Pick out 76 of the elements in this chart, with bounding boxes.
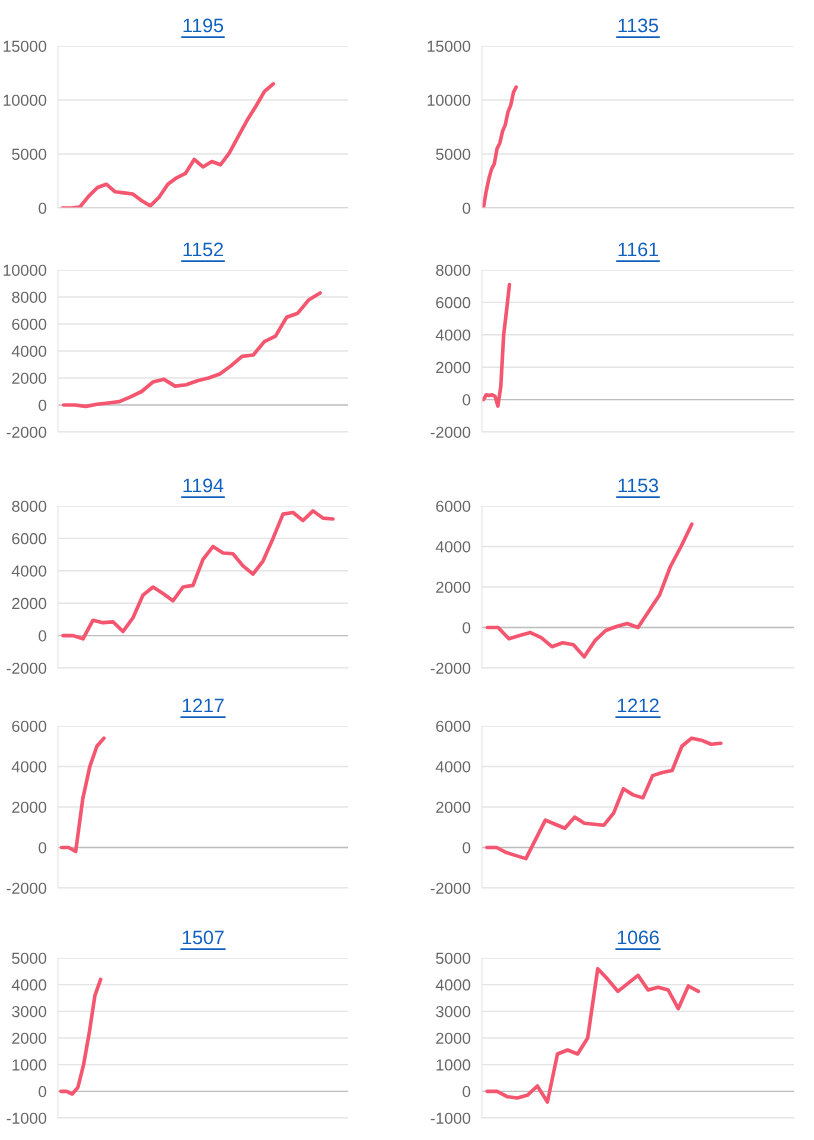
line-series [485,736,723,861]
y-tick-label: 0 [38,630,47,642]
y-tick-label: 1000 [436,1059,471,1071]
y-tick-label: 2000 [12,801,47,813]
chart-title: 1212 [617,698,659,713]
y-tick-label: -1000 [6,1112,47,1124]
y-tick-label: 3000 [11,1005,47,1018]
chart-title: 1217 [182,698,224,713]
y-tick-label: 6000 [436,720,471,732]
chart-title: 1507 [182,930,224,945]
y-tick-label: 2000 [436,581,471,593]
y-tick-label: -2000 [430,426,471,438]
line-series [482,282,512,408]
y-tick-label: 2000 [436,1032,471,1044]
y-tick-label: 8000 [12,291,47,303]
chart-title: 1135 [618,18,659,33]
y-tick-label: 8000 [12,500,47,512]
line-series [485,966,701,1104]
line-series [61,291,322,409]
y-tick-label: -2000 [6,662,47,674]
y-tick-label: 6000 [12,533,47,545]
y-tick-label: -1000 [430,1112,471,1124]
y-tick-label: 6000 [12,318,47,330]
y-tick-label: -2000 [430,662,471,674]
y-tick-label: 2000 [436,801,471,813]
y-tick-label: 4000 [11,565,47,577]
line-series [59,736,106,854]
y-tick-label: 15000 [3,40,47,52]
y-tick-label: 0 [462,394,471,406]
y-tick-label: 0 [462,842,471,854]
y-tick-label: 0 [462,1085,471,1098]
y-tick-label: 0 [38,1085,47,1098]
y-tick-label: 0 [38,842,47,854]
line-series [61,509,335,641]
line-series [485,522,694,659]
y-tick-label: 5000 [436,148,471,160]
y-tick-label: -2000 [430,882,471,894]
chart-title: 1195 [183,18,224,33]
y-tick-label: 15000 [427,40,471,52]
y-tick-label: 2000 [12,372,47,384]
y-tick-label: 6000 [12,720,47,732]
y-tick-label: 2000 [12,597,47,610]
y-tick-label: 10000 [427,94,471,106]
y-tick-label: 0 [462,202,471,214]
y-tick-label: 0 [38,399,47,411]
y-tick-label: -2000 [6,882,47,894]
y-tick-label: 8000 [436,264,471,276]
y-tick-label: 5000 [12,952,47,964]
chart-title: 1152 [183,242,223,257]
y-tick-label: 1000 [12,1059,47,1071]
y-tick-label: 6000 [436,500,471,512]
y-tick-label: 5000 [12,148,47,160]
y-tick-label: 2000 [436,361,471,374]
y-tick-label: -2000 [6,426,47,438]
y-tick-label: 10000 [3,264,47,276]
line-series [482,85,519,208]
y-tick-label: 6000 [436,297,471,309]
chart-title: 1153 [618,478,659,493]
y-tick-label: 10000 [3,94,47,106]
chart-title: 1066 [617,930,659,945]
y-tick-label: 4000 [435,329,471,341]
y-tick-label: 4000 [435,541,471,553]
y-tick-label: 4000 [435,979,471,991]
y-tick-label: 0 [462,622,471,634]
y-tick-label: 4000 [11,761,47,773]
y-tick-label: 4000 [11,345,47,357]
y-tick-label: 3000 [435,1005,471,1018]
chart-title: 1194 [183,478,224,493]
chart-title: 1161 [618,242,658,257]
y-tick-label: 4000 [435,761,471,773]
y-tick-label: 0 [38,202,47,214]
line-series [59,977,103,1096]
y-tick-label: 2000 [12,1032,47,1044]
y-tick-label: 4000 [11,979,47,991]
y-tick-label: 5000 [436,952,471,964]
line-series [60,81,276,208]
